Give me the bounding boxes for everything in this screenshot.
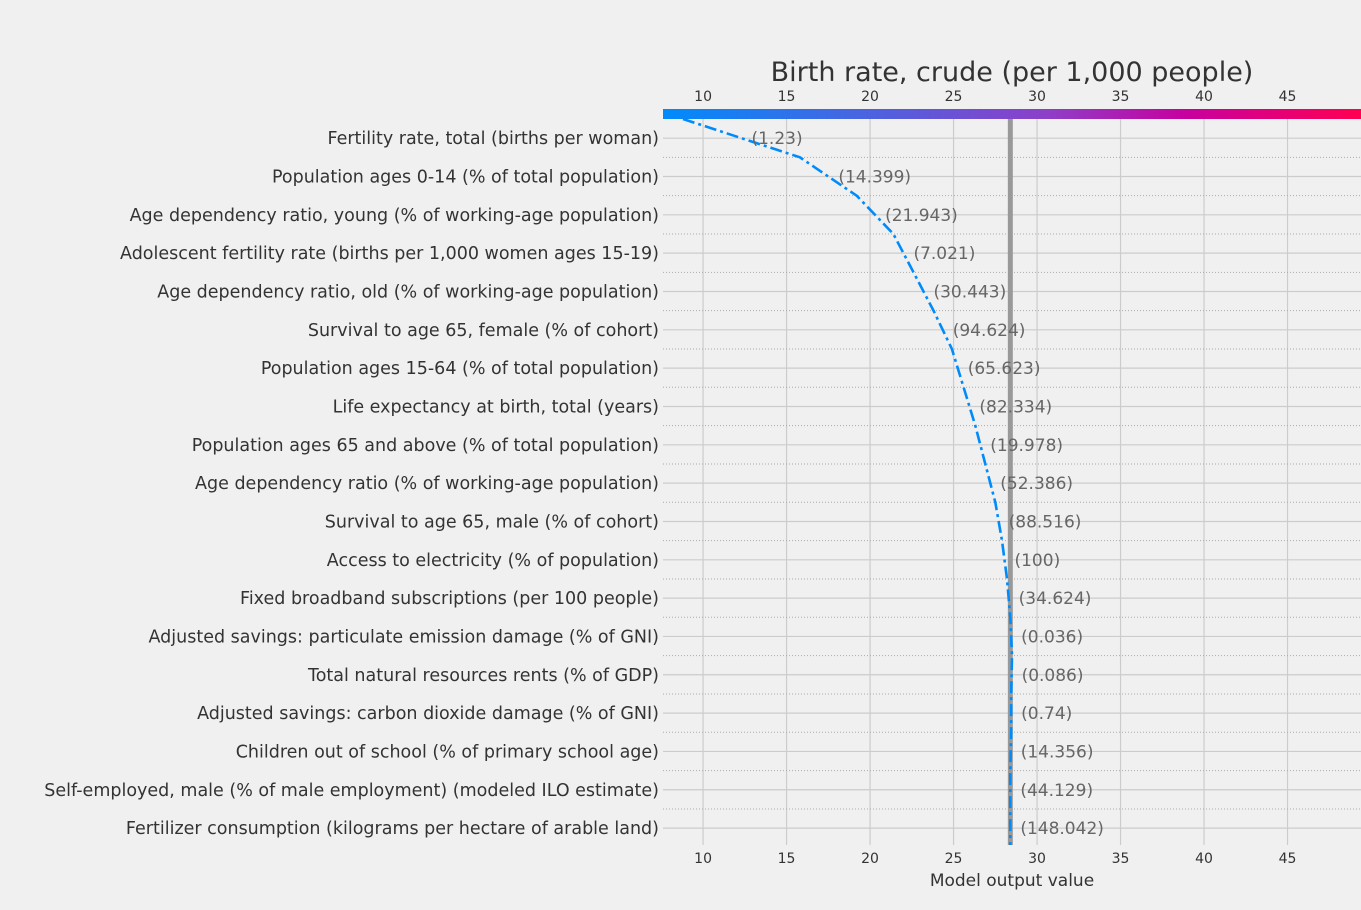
feature-label: Life expectancy at birth, total (years): [333, 397, 659, 417]
top-tick-labels: 10 15 20 25 30 35 40 45: [694, 89, 1296, 105]
bottom-tick-label: 30: [1028, 851, 1046, 867]
feature-value-label: (34.624): [1019, 589, 1092, 609]
feature-value-label: (14.399): [838, 167, 911, 187]
colorbar: [663, 109, 1361, 119]
feature-value-label: (7.021): [913, 244, 975, 264]
feature-value-label: (14.356): [1021, 742, 1094, 762]
bottom-tick-label: 35: [1112, 851, 1130, 867]
chart-title: Birth rate, crude (per 1,000 people): [771, 57, 1254, 88]
bottom-tick-label: 10: [694, 851, 712, 867]
bottom-tick-label: 40: [1195, 851, 1213, 867]
bottom-tick-label: 20: [861, 851, 879, 867]
feature-label: Age dependency ratio, young (% of workin…: [130, 206, 659, 226]
feature-label: Children out of school (% of primary sch…: [236, 742, 659, 762]
feature-label: Fertilizer consumption (kilograms per he…: [126, 819, 659, 839]
feature-value-label: (0.086): [1022, 666, 1084, 686]
bottom-tick-labels: 10 15 20 25 30 35 40 45: [694, 851, 1296, 867]
bottom-tick-label: 25: [945, 851, 963, 867]
feature-label: Adjusted savings: carbon dioxide damage …: [197, 704, 659, 724]
feature-value-label: (88.516): [1009, 512, 1082, 532]
feature-value-label: (1.23): [751, 129, 802, 149]
top-tick-label: 30: [1028, 89, 1046, 105]
feature-label: Adjusted savings: particulate emission d…: [149, 627, 659, 647]
feature-value-label: (94.624): [953, 321, 1026, 341]
top-tick-label: 40: [1195, 89, 1213, 105]
feature-label: Population ages 15-64 (% of total popula…: [261, 359, 659, 379]
x-axis-label: Model output value: [930, 871, 1094, 891]
decision-path-line: [682, 117, 1014, 845]
bottom-tick-label: 15: [778, 851, 796, 867]
feature-value-labels: (1.23) (14.399) (21.943) (7.021) (30.443) (94…: [751, 129, 1103, 839]
feature-label: Population ages 65 and above (% of total…: [192, 436, 659, 456]
feature-label: Survival to age 65, female (% of cohort): [308, 321, 659, 341]
feature-label: Age dependency ratio, old (% of working-…: [157, 282, 659, 302]
feature-value-label: (0.74): [1021, 704, 1072, 724]
feature-value-label: (65.623): [968, 359, 1041, 379]
feature-value-label: (52.386): [1000, 474, 1073, 494]
top-tick-label: 35: [1112, 89, 1130, 105]
feature-label: Total natural resources rents (% of GDP): [307, 666, 659, 686]
feature-label: Fixed broadband subscriptions (per 100 p…: [240, 589, 659, 609]
feature-value-label: (82.334): [979, 397, 1052, 417]
feature-value-label: (30.443): [933, 282, 1006, 302]
top-tick-label: 45: [1279, 89, 1297, 105]
feature-value-label: (44.129): [1020, 781, 1093, 801]
feature-label: Self-employed, male (% of male employmen…: [44, 781, 659, 801]
feature-label: Access to electricity (% of population): [327, 551, 659, 571]
feature-label: Population ages 0-14 (% of total populat…: [272, 167, 659, 187]
feature-label: Fertility rate, total (births per woman): [327, 129, 659, 149]
feature-value-label: (19.978): [990, 436, 1063, 456]
feature-labels: Fertility rate, total (births per woman)…: [44, 129, 659, 839]
top-tick-label: 15: [778, 89, 796, 105]
top-tick-label: 10: [694, 89, 712, 105]
feature-value-label: (148.042): [1020, 819, 1104, 839]
feature-value-label: (0.036): [1021, 627, 1083, 647]
bottom-tick-label: 45: [1279, 851, 1297, 867]
feature-label: Adolescent fertility rate (births per 1,…: [120, 244, 659, 264]
feature-value-label: (100): [1014, 551, 1060, 571]
feature-label: Age dependency ratio (% of working-age p…: [195, 474, 659, 494]
feature-value-label: (21.943): [885, 206, 958, 226]
top-tick-label: 20: [861, 89, 879, 105]
feature-label: Survival to age 65, male (% of cohort): [325, 512, 659, 532]
top-tick-label: 25: [945, 89, 963, 105]
